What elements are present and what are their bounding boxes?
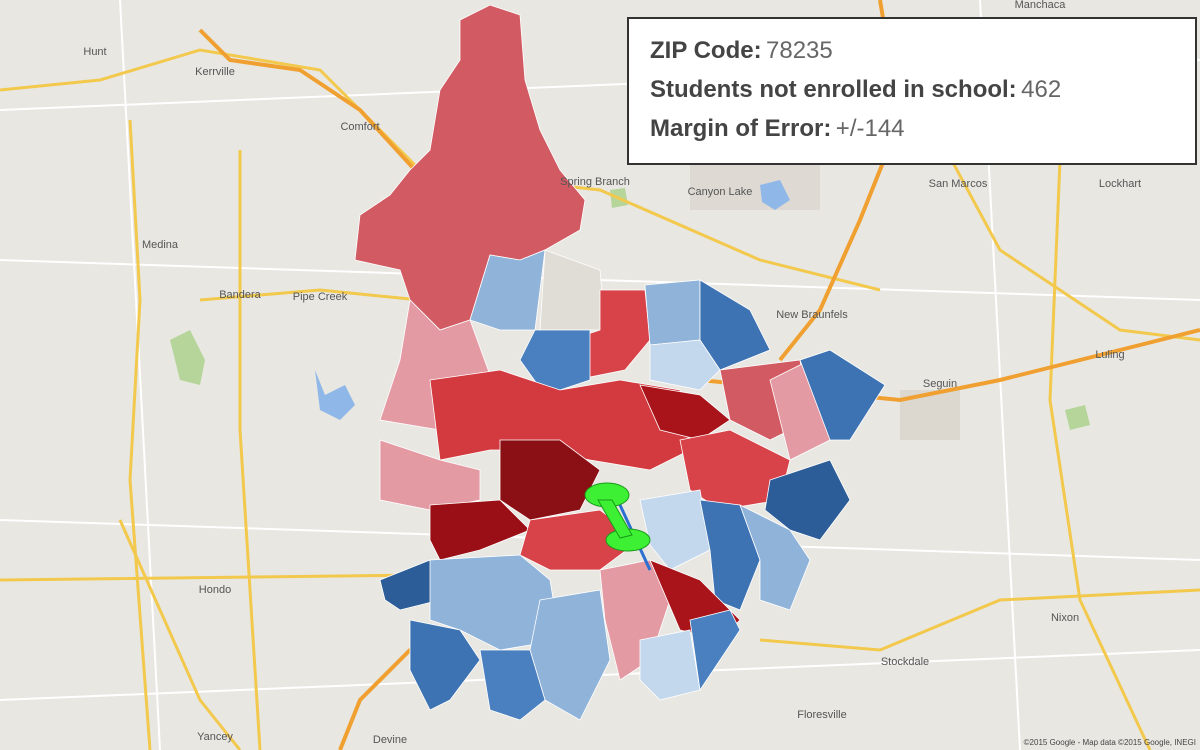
zip-region (649, 339, 721, 391)
lake (760, 180, 790, 210)
zip-region (379, 439, 481, 511)
place-label: New Braunfels (776, 309, 848, 321)
park (170, 330, 205, 385)
info-label: Students not enrolled in school: (650, 76, 1017, 103)
lake (315, 370, 355, 420)
place-label: Floresville (797, 709, 847, 721)
info-line: ZIP Code: 78235 (650, 37, 833, 64)
info-value: +/-144 (836, 115, 905, 142)
info-value: 462 (1021, 76, 1061, 103)
pin-body (597, 499, 633, 539)
zip-region (409, 619, 481, 711)
park (1065, 405, 1090, 430)
zip-region (764, 459, 851, 541)
place-labels: Manchaca Hunt Kerrville Comfort Spring Branc… (83, 0, 1141, 746)
place-label: Manchaca (1015, 0, 1067, 11)
info-label: Margin of Error: (650, 115, 831, 142)
zip-region (429, 554, 561, 651)
zip-region (639, 384, 731, 441)
place-label: Stockdale (881, 656, 929, 668)
attribution: ©2015 Google - Map data ©2015 Google, IN… (1024, 738, 1196, 747)
place-label: Canyon Lake (688, 186, 753, 198)
info-value: 78235 (766, 37, 833, 64)
place-label: Comfort (340, 121, 379, 133)
zip-region (639, 629, 701, 701)
place-label: Lockhart (1099, 178, 1141, 190)
place-label: Medina (142, 239, 179, 251)
place-label: San Marcos (929, 178, 988, 190)
place-label: Devine (373, 734, 407, 746)
place-label: Hunt (83, 46, 106, 58)
zip-region (429, 369, 691, 471)
zip-region (519, 329, 591, 396)
zip-region (799, 349, 886, 441)
zip-region (479, 649, 546, 721)
zip-region (379, 559, 441, 611)
zip-region (644, 279, 701, 346)
place-label: Luling (1095, 349, 1124, 361)
zip-regions (354, 4, 886, 721)
zip-region (689, 609, 741, 692)
place-label: Seguin (923, 378, 957, 390)
place-label: Nixon (1051, 612, 1079, 624)
place-label: Kerrville (195, 66, 235, 78)
place-label: Bandera (219, 289, 261, 301)
interstate (198, 0, 1200, 750)
place-label: Yancey (197, 731, 233, 743)
info-box-frame (627, 17, 1197, 165)
info-box: ZIP Code: 78235 Students not enrolled in… (627, 17, 1197, 165)
map-pin[interactable] (584, 482, 652, 571)
place-label: Pipe Creek (293, 291, 348, 303)
zip-region (429, 499, 531, 561)
info-line: Students not enrolled in school: 462 (650, 76, 1061, 103)
zip-region (739, 504, 811, 611)
info-line: Margin of Error: +/-144 (650, 115, 905, 142)
place-label: Hondo (199, 584, 231, 596)
zip-region (699, 279, 771, 371)
place-label: Spring Branch (560, 176, 630, 188)
info-label: ZIP Code: (650, 37, 762, 64)
